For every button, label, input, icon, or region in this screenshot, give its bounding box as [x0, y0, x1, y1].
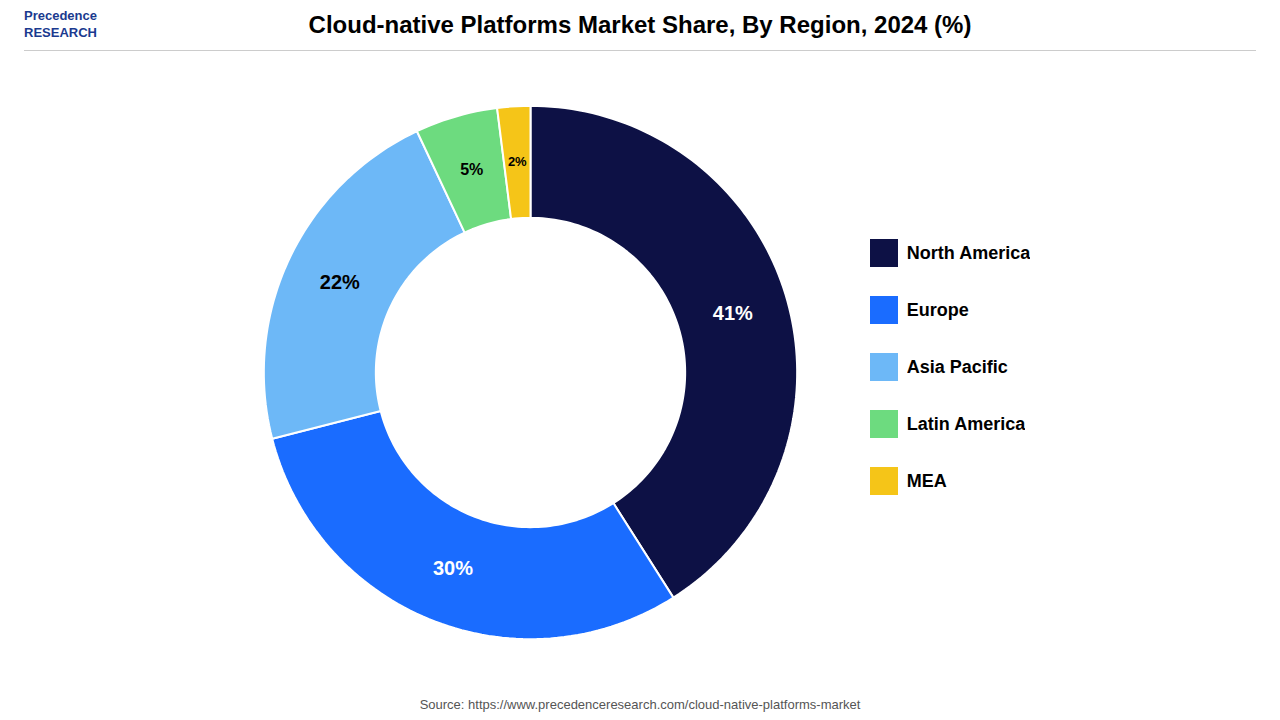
- html-text:Cloud-native Platforms Market: Cloud-native Platforms Market Share, By …: [308, 10, 972, 38]
- html-text:Source: https://www.precedence: Source: https://www.precedenceresearch.c…: [419, 697, 861, 712]
- svg-text:41%: 41%: [713, 302, 753, 324]
- svg-text:2%: 2%: [508, 154, 527, 169]
- svg-text:30%: 30%: [433, 557, 473, 579]
- svg-text:5%: 5%: [460, 161, 483, 178]
- html-text:Asia Pacific: Asia Pacific: [906, 356, 1008, 377]
- html-text:Latin America: Latin America: [906, 413, 1026, 434]
- html-text:MEA: MEA: [906, 470, 947, 491]
- html-text:North America: North America: [906, 242, 1031, 263]
- svg-text:22%: 22%: [320, 271, 360, 293]
- html-text:Europe: Europe: [906, 299, 969, 320]
- html-text:Precedence RESEARCH: Precedence RESEARCH: [24, 8, 97, 40]
